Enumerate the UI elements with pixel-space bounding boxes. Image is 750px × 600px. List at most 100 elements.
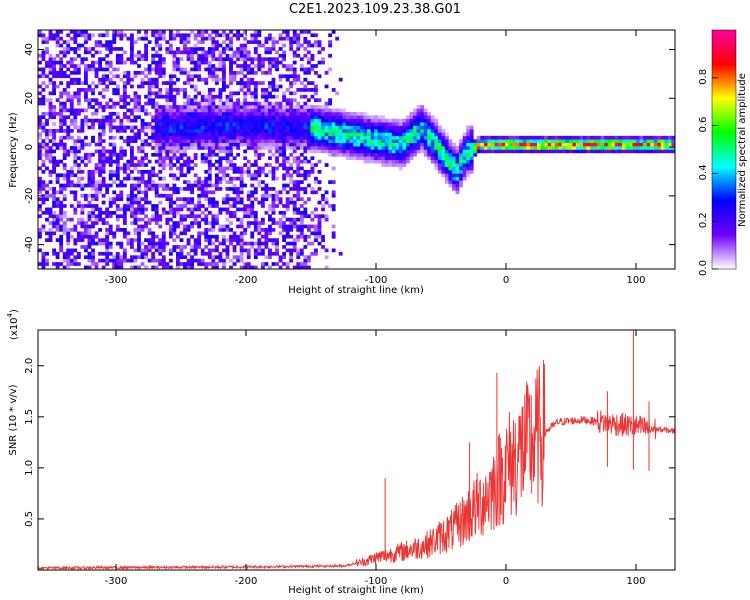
spectrogram-cell xyxy=(151,53,156,58)
spectrogram-cell xyxy=(52,169,56,174)
spectrogram-cell xyxy=(105,190,110,195)
spectrogram-cell xyxy=(632,146,637,150)
spectrogram-cell xyxy=(108,142,113,147)
spectrogram-cell xyxy=(498,146,502,150)
spectrogram-cell xyxy=(144,36,149,41)
spectrogram-cell xyxy=(264,245,269,249)
spectrogram-cell xyxy=(402,146,407,150)
spectrogram-cell xyxy=(140,197,145,202)
spectrogram-cell xyxy=(289,98,294,102)
spectrogram-cell xyxy=(331,125,336,130)
spectrogram-cell xyxy=(214,67,219,72)
spectrogram-cell xyxy=(356,122,361,126)
spectrogram-cell xyxy=(126,173,131,178)
spectrogram-cell xyxy=(151,132,156,137)
spectrogram-cell xyxy=(625,146,630,150)
spectrogram-cell xyxy=(211,228,216,232)
spectrogram-cell xyxy=(137,84,141,89)
spectrogram-cell xyxy=(427,152,432,157)
spectrogram-cell xyxy=(582,135,587,140)
spectrogram-cell xyxy=(66,217,71,222)
spectrogram-cell xyxy=(328,132,333,137)
spectrogram-cell xyxy=(186,166,191,171)
spectrogram-cell xyxy=(200,30,205,34)
spectrogram-cell xyxy=(296,142,301,147)
spectrogram-cell xyxy=(59,91,64,96)
spectrogram-cell xyxy=(459,146,463,150)
spectrogram-cell xyxy=(271,217,276,222)
spectrogram-cell xyxy=(335,118,340,123)
spectrogram-cell xyxy=(183,67,187,72)
spectrogram-cell xyxy=(264,115,269,120)
spectrogram-cell xyxy=(200,111,205,116)
spectrogram-cell xyxy=(147,176,152,181)
spectrogram-cell xyxy=(62,40,67,44)
spectrogram-cell xyxy=(314,132,318,137)
spectrogram-cell xyxy=(190,159,195,164)
spectrogram-cell xyxy=(133,125,138,130)
spectrogram-cell xyxy=(229,132,233,137)
spectrogram-cell xyxy=(98,241,102,246)
spectrogram-cell xyxy=(98,122,102,126)
spectrogram-cell xyxy=(218,180,223,184)
x-tick-label: -200 xyxy=(235,576,258,587)
spectrogram-cell xyxy=(420,132,425,137)
spectrogram-cell xyxy=(211,70,216,75)
spectrogram-cell xyxy=(459,173,463,178)
spectrogram-cell xyxy=(250,163,255,167)
colorbar-tick-label: 0.0 xyxy=(698,260,709,276)
spectrogram-cell xyxy=(243,91,248,96)
spectrogram-cell xyxy=(544,149,548,154)
spectrogram-cell xyxy=(462,156,467,161)
spectrogram-cell xyxy=(207,234,212,239)
spectrogram-cell xyxy=(76,180,81,184)
spectrogram-cell xyxy=(48,67,53,72)
spectrogram-cell xyxy=(306,122,311,126)
spectrogram-cell xyxy=(193,47,198,51)
spectrogram-cell xyxy=(204,30,209,34)
spectrogram-cell xyxy=(257,57,262,62)
spectrogram-cell xyxy=(207,135,212,140)
spectrogram-cell xyxy=(41,197,46,202)
spectrogram-cell xyxy=(190,190,195,195)
spectrogram-cell xyxy=(239,265,244,270)
spectrogram-cell xyxy=(271,193,276,198)
spectrogram-cell xyxy=(105,115,110,120)
spectrogram-cell xyxy=(423,132,428,137)
spectrogram-cell xyxy=(41,258,46,263)
spectrogram-cell xyxy=(55,36,60,41)
spectrogram-cell xyxy=(260,221,265,225)
spectrogram-cell xyxy=(260,146,265,150)
snr-multiplier-base: (x10 xyxy=(9,317,20,340)
spectrogram-cell xyxy=(250,221,255,225)
spectrogram-cell xyxy=(614,146,619,150)
spectrogram-cell xyxy=(204,231,209,236)
spectrogram-cell xyxy=(105,262,110,266)
spectrogram-cell xyxy=(183,159,187,164)
spectrogram-cell xyxy=(430,139,435,143)
spectrogram-cell xyxy=(299,129,304,133)
spectrogram-cell xyxy=(264,57,269,62)
spectrogram-cell xyxy=(158,70,163,75)
snr-series-line xyxy=(37,360,676,571)
spectrogram-cell xyxy=(222,146,226,150)
spectrogram-cell xyxy=(260,166,265,171)
spectrogram-cell xyxy=(427,115,432,120)
spectrogram-cell xyxy=(374,125,379,130)
spectrogram-cell xyxy=(292,159,297,164)
spectrogram-cell xyxy=(324,146,329,150)
spectrogram-cell xyxy=(62,70,67,75)
spectrogram-cell xyxy=(222,169,226,174)
spectrogram-cell xyxy=(183,132,187,137)
spectrogram-cell xyxy=(87,101,92,106)
spectrogram-cell xyxy=(285,156,290,161)
spectrogram-cell xyxy=(437,152,442,157)
spectrogram-cell xyxy=(430,125,435,130)
spectrogram-cell xyxy=(229,30,233,34)
spectrogram-cell xyxy=(239,135,244,140)
spectrogram-cell xyxy=(289,64,294,68)
spectrogram-cell xyxy=(98,142,102,147)
spectrogram-cell xyxy=(292,135,297,140)
spectrogram-cell xyxy=(48,231,53,236)
spectrogram-cell xyxy=(144,197,149,202)
